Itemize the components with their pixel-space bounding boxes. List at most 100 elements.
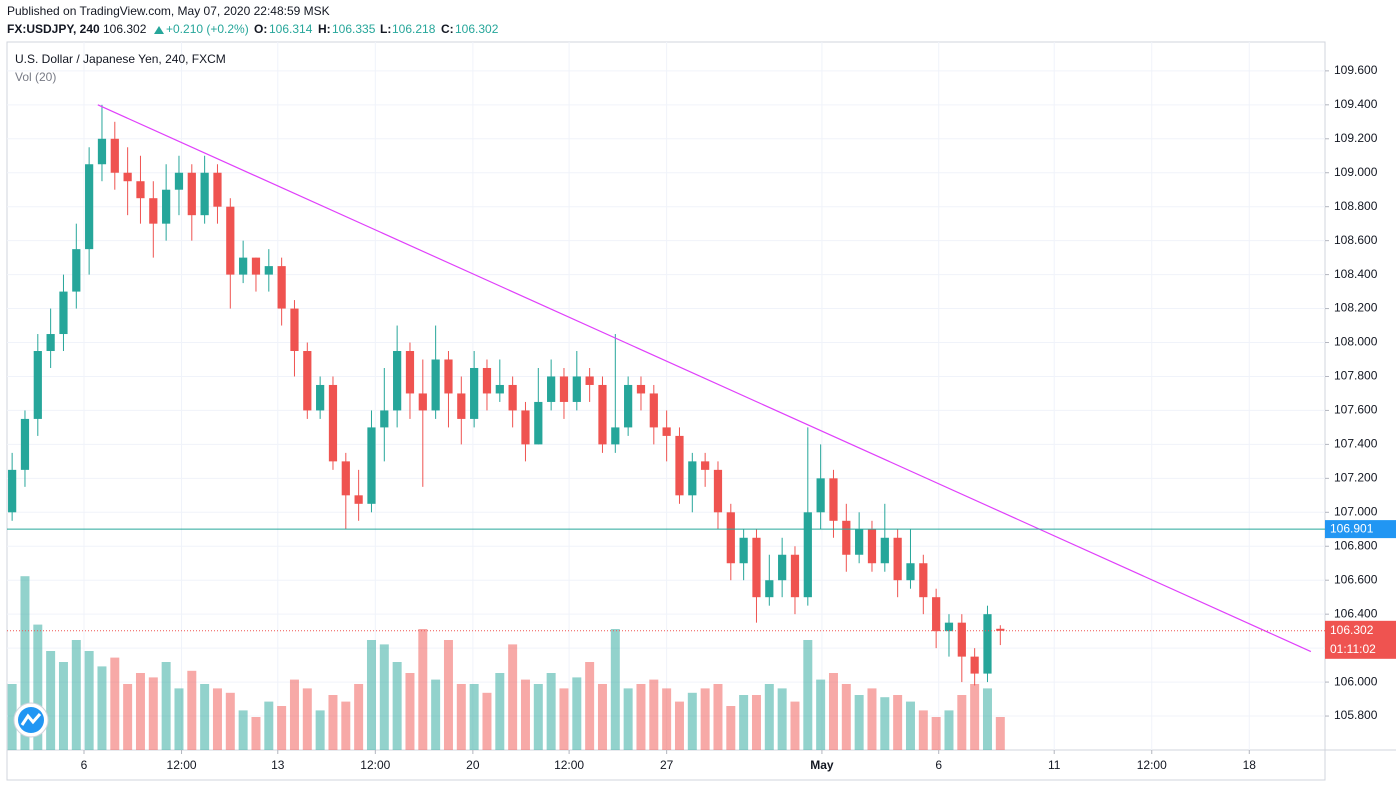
candle-body [316, 384, 325, 411]
low-value: 106.218 [392, 22, 436, 36]
grid [7, 42, 1325, 750]
volume-bar [790, 701, 800, 750]
candle-body [726, 512, 735, 564]
volume-bar [828, 673, 838, 750]
volume-bar [572, 677, 582, 750]
volume-bar [71, 640, 81, 750]
x-tick-label: 12:00 [167, 758, 197, 772]
volume-bar [123, 684, 133, 750]
volume-bar [905, 701, 915, 750]
candle-body [470, 367, 479, 419]
plot-frame [6, 41, 1326, 781]
candle-body [739, 537, 748, 564]
close-value: 106.302 [455, 22, 499, 36]
volume-bar [495, 673, 505, 750]
volume-bar [546, 673, 556, 750]
axes: 105.800106.000106.200106.400106.600106.8… [81, 63, 1396, 772]
volume-bar [636, 684, 646, 750]
candle-body [970, 656, 979, 674]
volume-bar [931, 717, 941, 750]
volume-bar [918, 710, 928, 750]
candle-body [842, 520, 851, 555]
volume-bar [944, 710, 954, 750]
candle-body [932, 597, 941, 632]
candle-body [983, 614, 992, 674]
last-price-bg [1325, 620, 1396, 659]
candle-body [649, 393, 658, 428]
candle-body [867, 529, 877, 564]
y-tick-label: 108.800 [1334, 199, 1378, 213]
volume-bar [533, 684, 543, 750]
volume-bar [585, 662, 595, 750]
volume-bar [559, 688, 569, 750]
y-tick-label: 107.400 [1334, 437, 1378, 451]
volume-bar [354, 684, 364, 750]
volume-bar [238, 710, 248, 750]
volume-bar [841, 684, 851, 750]
legend-title: U.S. Dollar / Japanese Yen, 240, FXCM [15, 52, 226, 66]
candle-body [226, 206, 235, 275]
candle-body [149, 198, 158, 224]
y-tick-label: 109.000 [1334, 165, 1378, 179]
volume-bar [764, 684, 774, 750]
volume-bar [431, 679, 441, 750]
candle-body [290, 308, 299, 352]
volume-bar [674, 701, 684, 750]
volume-bar [739, 695, 749, 750]
volume-bar [187, 670, 197, 750]
candle-body [418, 393, 427, 411]
candle-body [277, 266, 286, 309]
candle-body [585, 376, 594, 385]
y-tick-label: 106.600 [1334, 572, 1378, 586]
candle-body [123, 172, 132, 182]
candle-body [688, 461, 697, 496]
volume-bar [610, 629, 620, 750]
y-tick-label: 109.400 [1334, 97, 1378, 111]
volume-bar [33, 624, 43, 750]
volume-bar [443, 640, 453, 750]
candle-body [790, 554, 800, 598]
volume-bar [726, 706, 736, 750]
candle-body [534, 401, 543, 445]
y-tick-label: 105.800 [1334, 708, 1378, 722]
volume-bar [995, 717, 1005, 750]
volume-bar [982, 688, 992, 750]
volume-bar [251, 717, 261, 750]
last-price-label: 106.302 [1330, 623, 1374, 637]
volume-bar [161, 662, 171, 750]
volume-bar [405, 673, 415, 750]
change: +0.210 (+0.2%) [166, 22, 249, 36]
volume-bar [58, 662, 68, 750]
volume-bar [379, 644, 389, 750]
level-label-bg [1325, 520, 1396, 539]
trendline [97, 104, 1312, 653]
volume-bar [20, 576, 30, 750]
y-tick-label: 106.400 [1334, 606, 1378, 620]
candle-body [829, 478, 838, 521]
y-tick-label: 108.600 [1334, 233, 1378, 247]
candle-body [675, 435, 684, 496]
candle-body [59, 291, 68, 335]
candle-body [251, 257, 261, 275]
volume-bar [777, 688, 787, 750]
x-tick-label: 12:00 [1137, 758, 1167, 772]
candle-body [367, 427, 376, 504]
x-tick-label: 11 [1048, 758, 1061, 772]
volume-bar [200, 684, 210, 750]
candle-body [264, 266, 273, 275]
candle-body [495, 384, 504, 394]
candle-body [213, 172, 222, 207]
candle-body [803, 512, 812, 598]
y-tick-label: 107.200 [1334, 471, 1378, 485]
candle-body [855, 529, 864, 555]
low-label: L: [380, 22, 391, 36]
volume-bar [456, 684, 466, 750]
volume-bar [508, 644, 518, 750]
candle-body [559, 376, 569, 402]
candle-body [20, 418, 30, 470]
candle-body [713, 469, 723, 513]
candle-body [33, 351, 42, 419]
candle-body [482, 367, 492, 394]
candle-body [893, 537, 902, 581]
candle-body [85, 164, 94, 250]
